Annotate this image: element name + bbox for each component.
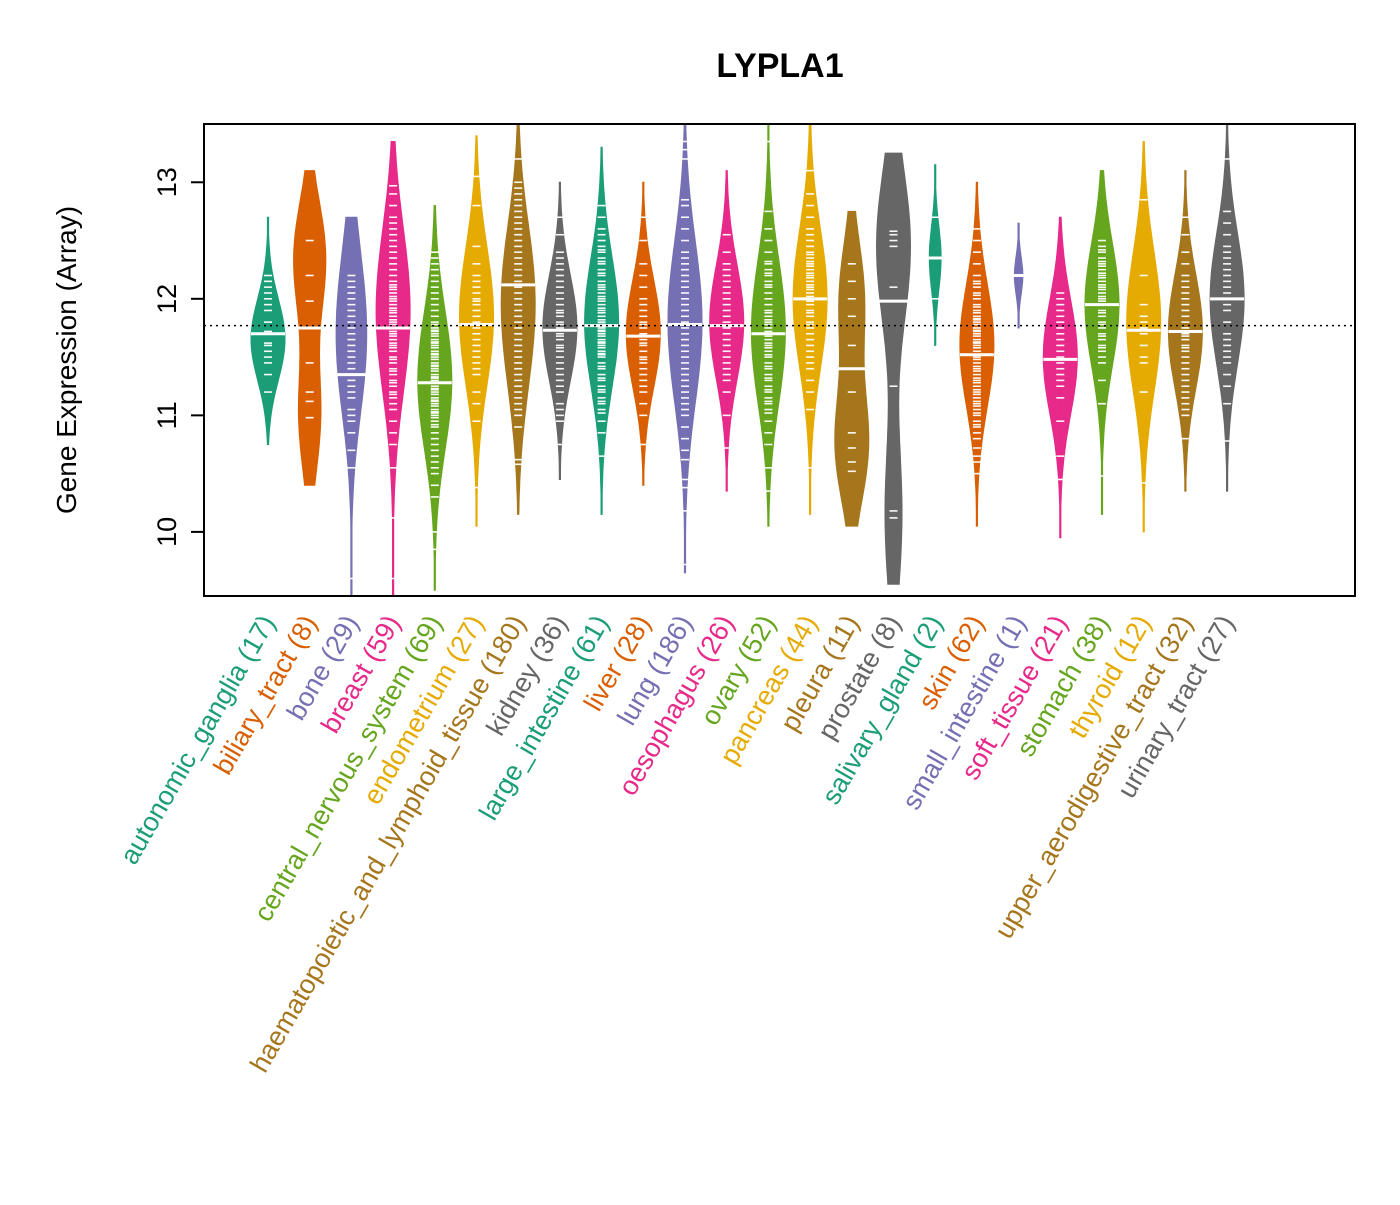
plot-area (204, 124, 1355, 596)
violin-group (918, 164, 953, 346)
violin-group (875, 152, 912, 585)
chart-title: LYPLA1 (716, 47, 843, 85)
violin-group (459, 135, 494, 527)
y-tick-label: 11 (152, 401, 182, 429)
violin-group (709, 170, 745, 492)
y-tick-label: 12 (152, 284, 182, 314)
violin-group (792, 124, 828, 515)
violin-group (250, 216, 286, 445)
violin-group (500, 124, 536, 515)
violin-group (334, 216, 369, 596)
violin-group (1084, 170, 1120, 515)
violin-group (417, 205, 453, 591)
violin-group (667, 124, 703, 574)
violin-group (1042, 216, 1078, 539)
violin-group (542, 181, 578, 480)
y-tick-label: 10 (152, 517, 182, 547)
y-axis: 10 11 12 13 (152, 167, 204, 547)
violin-group (834, 210, 870, 527)
y-axis-label: Gene Expression (Array) (51, 206, 82, 514)
violin-group (1209, 124, 1245, 492)
violin-group (625, 181, 661, 486)
violin-group (1167, 170, 1203, 492)
plot-frame (203, 123, 1356, 597)
violin-group (1001, 222, 1036, 329)
violin-group (959, 181, 995, 527)
y-tick-label: 13 (152, 167, 182, 197)
violin-group (292, 170, 327, 486)
x-axis-labels: autonomic_ganglia (17)biliary_tract (8)b… (114, 610, 1240, 1077)
violin-group (375, 141, 411, 596)
violin-group (584, 146, 620, 515)
violin-group (1126, 141, 1162, 533)
